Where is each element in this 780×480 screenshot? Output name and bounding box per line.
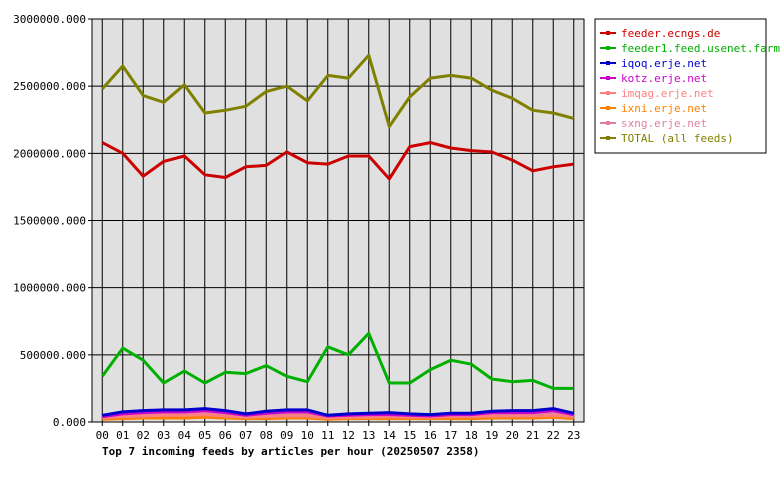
x-tick-label: 13 bbox=[362, 429, 375, 442]
series-line-feeder1-feed-usenet-farm bbox=[101, 331, 574, 390]
y-tick-label: 2000000.000 bbox=[13, 147, 86, 160]
legend-label: feeder.ecngs.de bbox=[621, 27, 720, 40]
x-tick-label: 15 bbox=[403, 429, 416, 442]
x-tick-label: 18 bbox=[465, 429, 478, 442]
legend-label: feeder1.feed.usenet.farm bbox=[621, 42, 780, 55]
chart-title: Top 7 incoming feeds by articles per hou… bbox=[102, 445, 480, 458]
x-tick-label: 02 bbox=[137, 429, 150, 442]
x-tick-label: 08 bbox=[260, 429, 273, 442]
x-tick-label: 16 bbox=[424, 429, 437, 442]
y-tick-label: 2500000.000 bbox=[13, 80, 86, 93]
x-tick-label: 01 bbox=[116, 429, 129, 442]
legend-marker bbox=[606, 31, 610, 35]
legend-marker bbox=[606, 136, 610, 140]
x-tick-label: 11 bbox=[321, 429, 334, 442]
y-axis-ticks: 0.000 500000.000 1000000.000 1500000.000 200… bbox=[13, 13, 92, 429]
x-tick-label: 03 bbox=[157, 429, 170, 442]
x-tick-label: 12 bbox=[342, 429, 355, 442]
legend-label: TOTAL (all feeds) bbox=[621, 132, 734, 145]
x-tick-label: 04 bbox=[178, 429, 192, 442]
legend-marker bbox=[606, 76, 610, 80]
y-tick-label: 3000000.000 bbox=[13, 13, 86, 26]
legend-marker bbox=[606, 91, 610, 95]
legend-label: iqoq.erje.net bbox=[621, 57, 707, 70]
x-tick-label: 21 bbox=[526, 429, 539, 442]
y-tick-label: 500000.000 bbox=[20, 349, 86, 362]
series-line-feeder-ecngs-de bbox=[101, 141, 574, 181]
x-tick-label: 09 bbox=[280, 429, 293, 442]
x-tick-label: 20 bbox=[506, 429, 519, 442]
legend-marker bbox=[606, 106, 610, 110]
y-tick-label: 1000000.000 bbox=[13, 282, 86, 295]
x-tick-label: 19 bbox=[485, 429, 498, 442]
series-lines bbox=[101, 53, 575, 421]
series-line-imqag-erje-net bbox=[102, 413, 574, 420]
grid-lines bbox=[92, 18, 584, 423]
y-tick-label: 1500000.000 bbox=[13, 215, 86, 228]
x-tick-label: 14 bbox=[383, 429, 397, 442]
legend-marker bbox=[606, 46, 610, 50]
x-tick-label: 07 bbox=[239, 429, 252, 442]
legend-box bbox=[594, 18, 767, 154]
x-axis-ticks: 00 01 02 03 04 05 06 07 08 09 10 11 12 13 14 15 16 17 18 19… bbox=[96, 422, 580, 442]
x-tick-label: 06 bbox=[219, 429, 232, 442]
x-tick-label: 10 bbox=[301, 429, 314, 442]
legend: feeder.ecngs.de feeder1.feed.usenet.farm i… bbox=[600, 27, 780, 145]
series-line-iqoq-erje-net bbox=[102, 407, 575, 417]
x-tick-label: 22 bbox=[547, 429, 560, 442]
legend-label: kotz.erje.net bbox=[621, 72, 707, 85]
series-line-total-all-feeds- bbox=[101, 53, 575, 128]
legend-marker bbox=[606, 61, 610, 65]
x-tick-label: 23 bbox=[567, 429, 580, 442]
x-tick-label: 00 bbox=[96, 429, 109, 442]
legend-marker bbox=[606, 121, 610, 125]
y-tick-label: 0.000 bbox=[53, 416, 86, 429]
legend-label: ixni.erje.net bbox=[621, 102, 707, 115]
x-tick-label: 05 bbox=[198, 429, 211, 442]
legend-label: sxng.erje.net bbox=[621, 117, 707, 130]
legend-label: imqag.erje.net bbox=[621, 87, 714, 100]
x-tick-label: 17 bbox=[444, 429, 457, 442]
